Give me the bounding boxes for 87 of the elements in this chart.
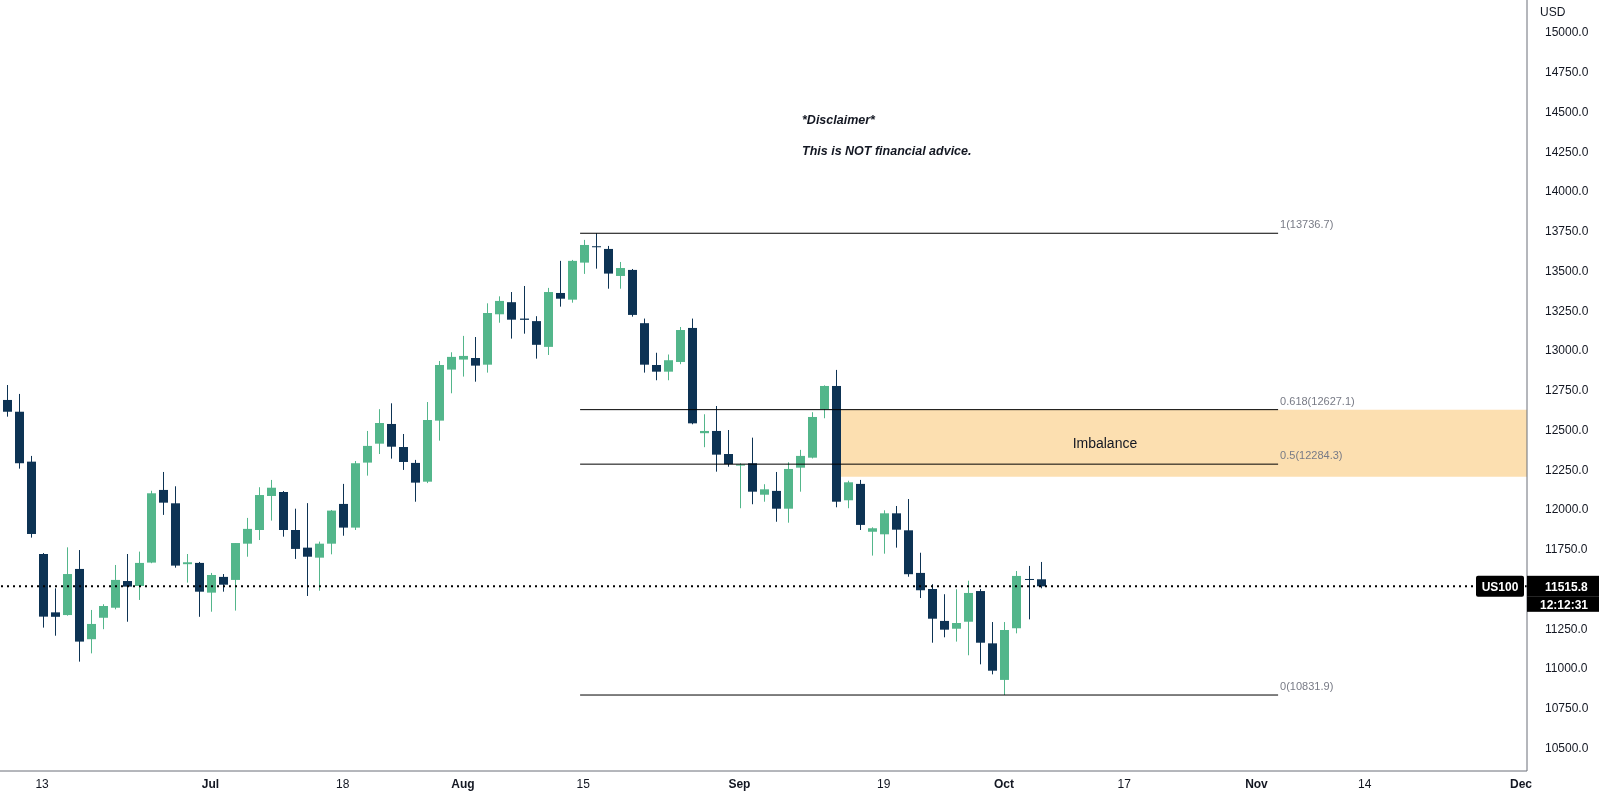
candlestick	[183, 553, 192, 584]
candlestick	[3, 384, 12, 418]
candlestick	[532, 315, 541, 360]
candlestick	[291, 508, 300, 560]
candlestick	[844, 480, 853, 509]
candlestick	[616, 261, 625, 290]
y-tick-label: 13750.0	[1545, 224, 1589, 239]
y-tick-label: 14250.0	[1545, 144, 1589, 159]
candlestick	[652, 352, 661, 381]
candlestick	[1037, 561, 1046, 589]
candlestick	[159, 471, 168, 516]
ref-line-label: 1(13736.7)	[1280, 218, 1334, 231]
candlestick	[700, 413, 709, 448]
candlestick	[592, 232, 601, 270]
candlestick	[315, 541, 324, 592]
x-tick-label: 18	[335, 777, 350, 791]
candlestick	[556, 260, 565, 308]
x-tick-label: Nov	[1245, 777, 1269, 791]
y-tick-label: 13000.0	[1545, 343, 1589, 358]
ref-line-label: 0.618(12627.1)	[1280, 394, 1355, 407]
ref-line-label: US100	[1481, 579, 1519, 594]
x-tick-label: 14	[1358, 777, 1372, 791]
ref-line-label: 0.5(12284.3)	[1280, 449, 1343, 462]
y-tick-label: 15000.0	[1545, 25, 1589, 40]
x-tick-label: Jul	[201, 777, 220, 791]
y-tick-label: 10500.0	[1545, 740, 1589, 755]
candlestick	[363, 430, 372, 477]
x-tick-label: Dec	[1509, 777, 1533, 791]
y-tick-label: 13500.0	[1545, 263, 1589, 278]
candlestick	[916, 552, 925, 599]
band-label: Imbalance	[1072, 435, 1138, 452]
y-tick-label: 11250.0	[1545, 621, 1588, 636]
candlestick	[207, 572, 216, 613]
candlestick	[820, 384, 829, 419]
x-tick-label: Aug	[451, 777, 475, 791]
candlestick	[375, 408, 384, 455]
y-tick-label: 13250.0	[1545, 303, 1589, 318]
x-tick-label: Oct	[993, 777, 1014, 791]
candlestick	[411, 459, 420, 503]
y-tick-label: 11000.0	[1545, 661, 1588, 676]
candlestick	[664, 354, 673, 381]
ref-line-label: 0(10831.9)	[1280, 680, 1334, 693]
y-tick-label: 12750.0	[1545, 383, 1589, 398]
candlestick	[339, 483, 348, 537]
x-tick-label: Sep	[728, 777, 751, 791]
candlestick	[135, 551, 144, 601]
x-tick-label: 19	[877, 777, 891, 791]
candlestick	[87, 609, 96, 654]
candlestick	[303, 502, 312, 597]
candlestick	[447, 351, 456, 394]
y-tick-label: 11750.0	[1545, 542, 1588, 557]
y-tick-label: 14000.0	[1545, 184, 1589, 199]
x-tick-label: 13	[35, 777, 50, 791]
candlestick	[772, 471, 781, 523]
candlestick	[495, 295, 504, 324]
candlestick	[1025, 565, 1034, 620]
candlestick	[99, 603, 108, 630]
candlestick	[880, 509, 889, 555]
y-tick-label: 14750.0	[1545, 65, 1589, 80]
text: 12:12:31	[1540, 597, 1589, 612]
candlestick	[399, 433, 408, 471]
candlestick	[51, 587, 60, 637]
candlestick	[471, 336, 480, 383]
candlestick	[736, 462, 745, 509]
annotation: *Disclaimer*	[802, 113, 877, 127]
y-tick-label: 12000.0	[1545, 502, 1589, 517]
candlestick	[712, 405, 721, 473]
candlestick	[243, 517, 252, 558]
candlestick	[868, 526, 877, 557]
x-tick-label: 17	[1117, 777, 1132, 791]
candlestick	[267, 479, 276, 522]
candlestick	[507, 291, 516, 340]
x-tick-label: 15	[576, 777, 591, 791]
candlestick	[387, 402, 396, 460]
candlestick	[580, 239, 589, 275]
y-tick-label: 11515.8	[1545, 579, 1589, 594]
y-tick-label: 12500.0	[1545, 422, 1589, 437]
y-tick-label: 12250.0	[1545, 462, 1589, 477]
candlestick	[940, 593, 949, 638]
candlestick	[892, 505, 901, 549]
y-axis-title: USD	[1540, 5, 1566, 19]
y-tick-label: 14500.0	[1545, 104, 1589, 119]
candlestick	[952, 588, 961, 643]
annotation: This is NOT financial advice.	[802, 144, 972, 158]
candlestick	[123, 553, 132, 623]
candlestick	[459, 335, 468, 378]
y-tick-label: 10750.0	[1545, 701, 1589, 716]
